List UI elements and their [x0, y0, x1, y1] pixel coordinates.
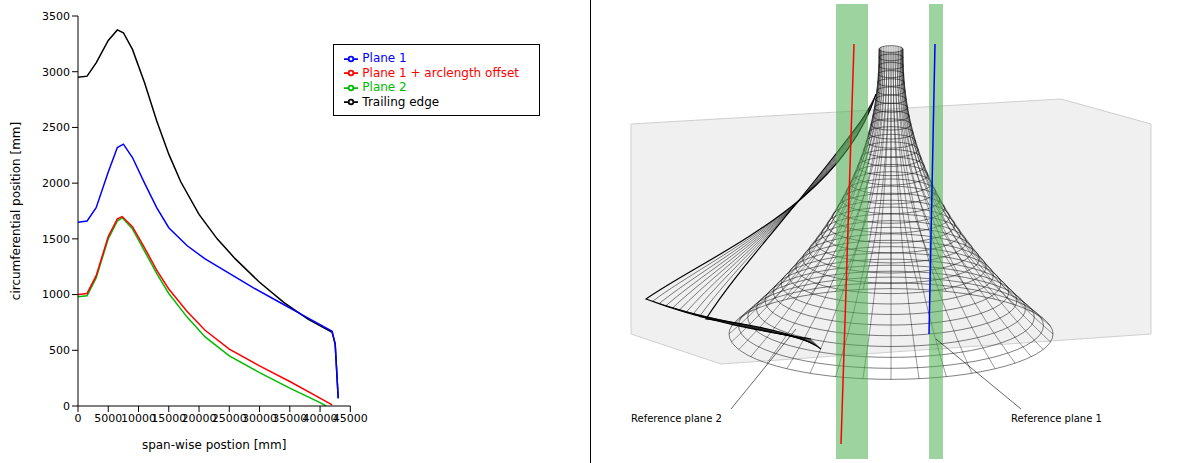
svg-text:0: 0	[63, 400, 70, 413]
svg-text:3500: 3500	[42, 10, 70, 23]
svg-text:Reference plane 2: Reference plane 2	[631, 413, 722, 424]
html-text:Plane 1: Plane 1	[362, 51, 407, 65]
svg-text:5000: 5000	[94, 412, 122, 425]
svg-text:15000: 15000	[151, 411, 187, 425]
svg-text:25000: 25000	[211, 411, 247, 425]
svg-text:0: 0	[75, 412, 82, 425]
svg-text:40000: 40000	[302, 411, 338, 425]
svg-text:10000: 10000	[121, 411, 156, 425]
svg-text:45000: 45000	[333, 412, 368, 425]
svg-text:1500: 1500	[42, 233, 70, 246]
svg-text:1000: 1000	[42, 288, 70, 301]
html-text:Trailing edge: Trailing edge	[362, 94, 440, 109]
svg-text:30000: 30000	[242, 411, 277, 425]
svg-text:2500: 2500	[42, 121, 70, 134]
svg-text:Reference plane 1: Reference plane 1	[1011, 413, 1102, 424]
svg-text:35000: 35000	[272, 411, 308, 425]
svg-text:circumferential position [mm]: circumferential position [mm]	[9, 122, 23, 300]
svg-text:3000: 3000	[42, 66, 70, 79]
html-text:Plane 1 + arclength offset: Plane 1 + arclength offset	[362, 65, 519, 80]
svg-text:2000: 2000	[42, 177, 70, 190]
svg-text:20000: 20000	[181, 411, 217, 425]
svg-text:500: 500	[49, 344, 70, 357]
svg-text:span-wise postion [mm]: span-wise postion [mm]	[142, 438, 287, 452]
html-text:Plane 2: Plane 2	[362, 80, 407, 94]
